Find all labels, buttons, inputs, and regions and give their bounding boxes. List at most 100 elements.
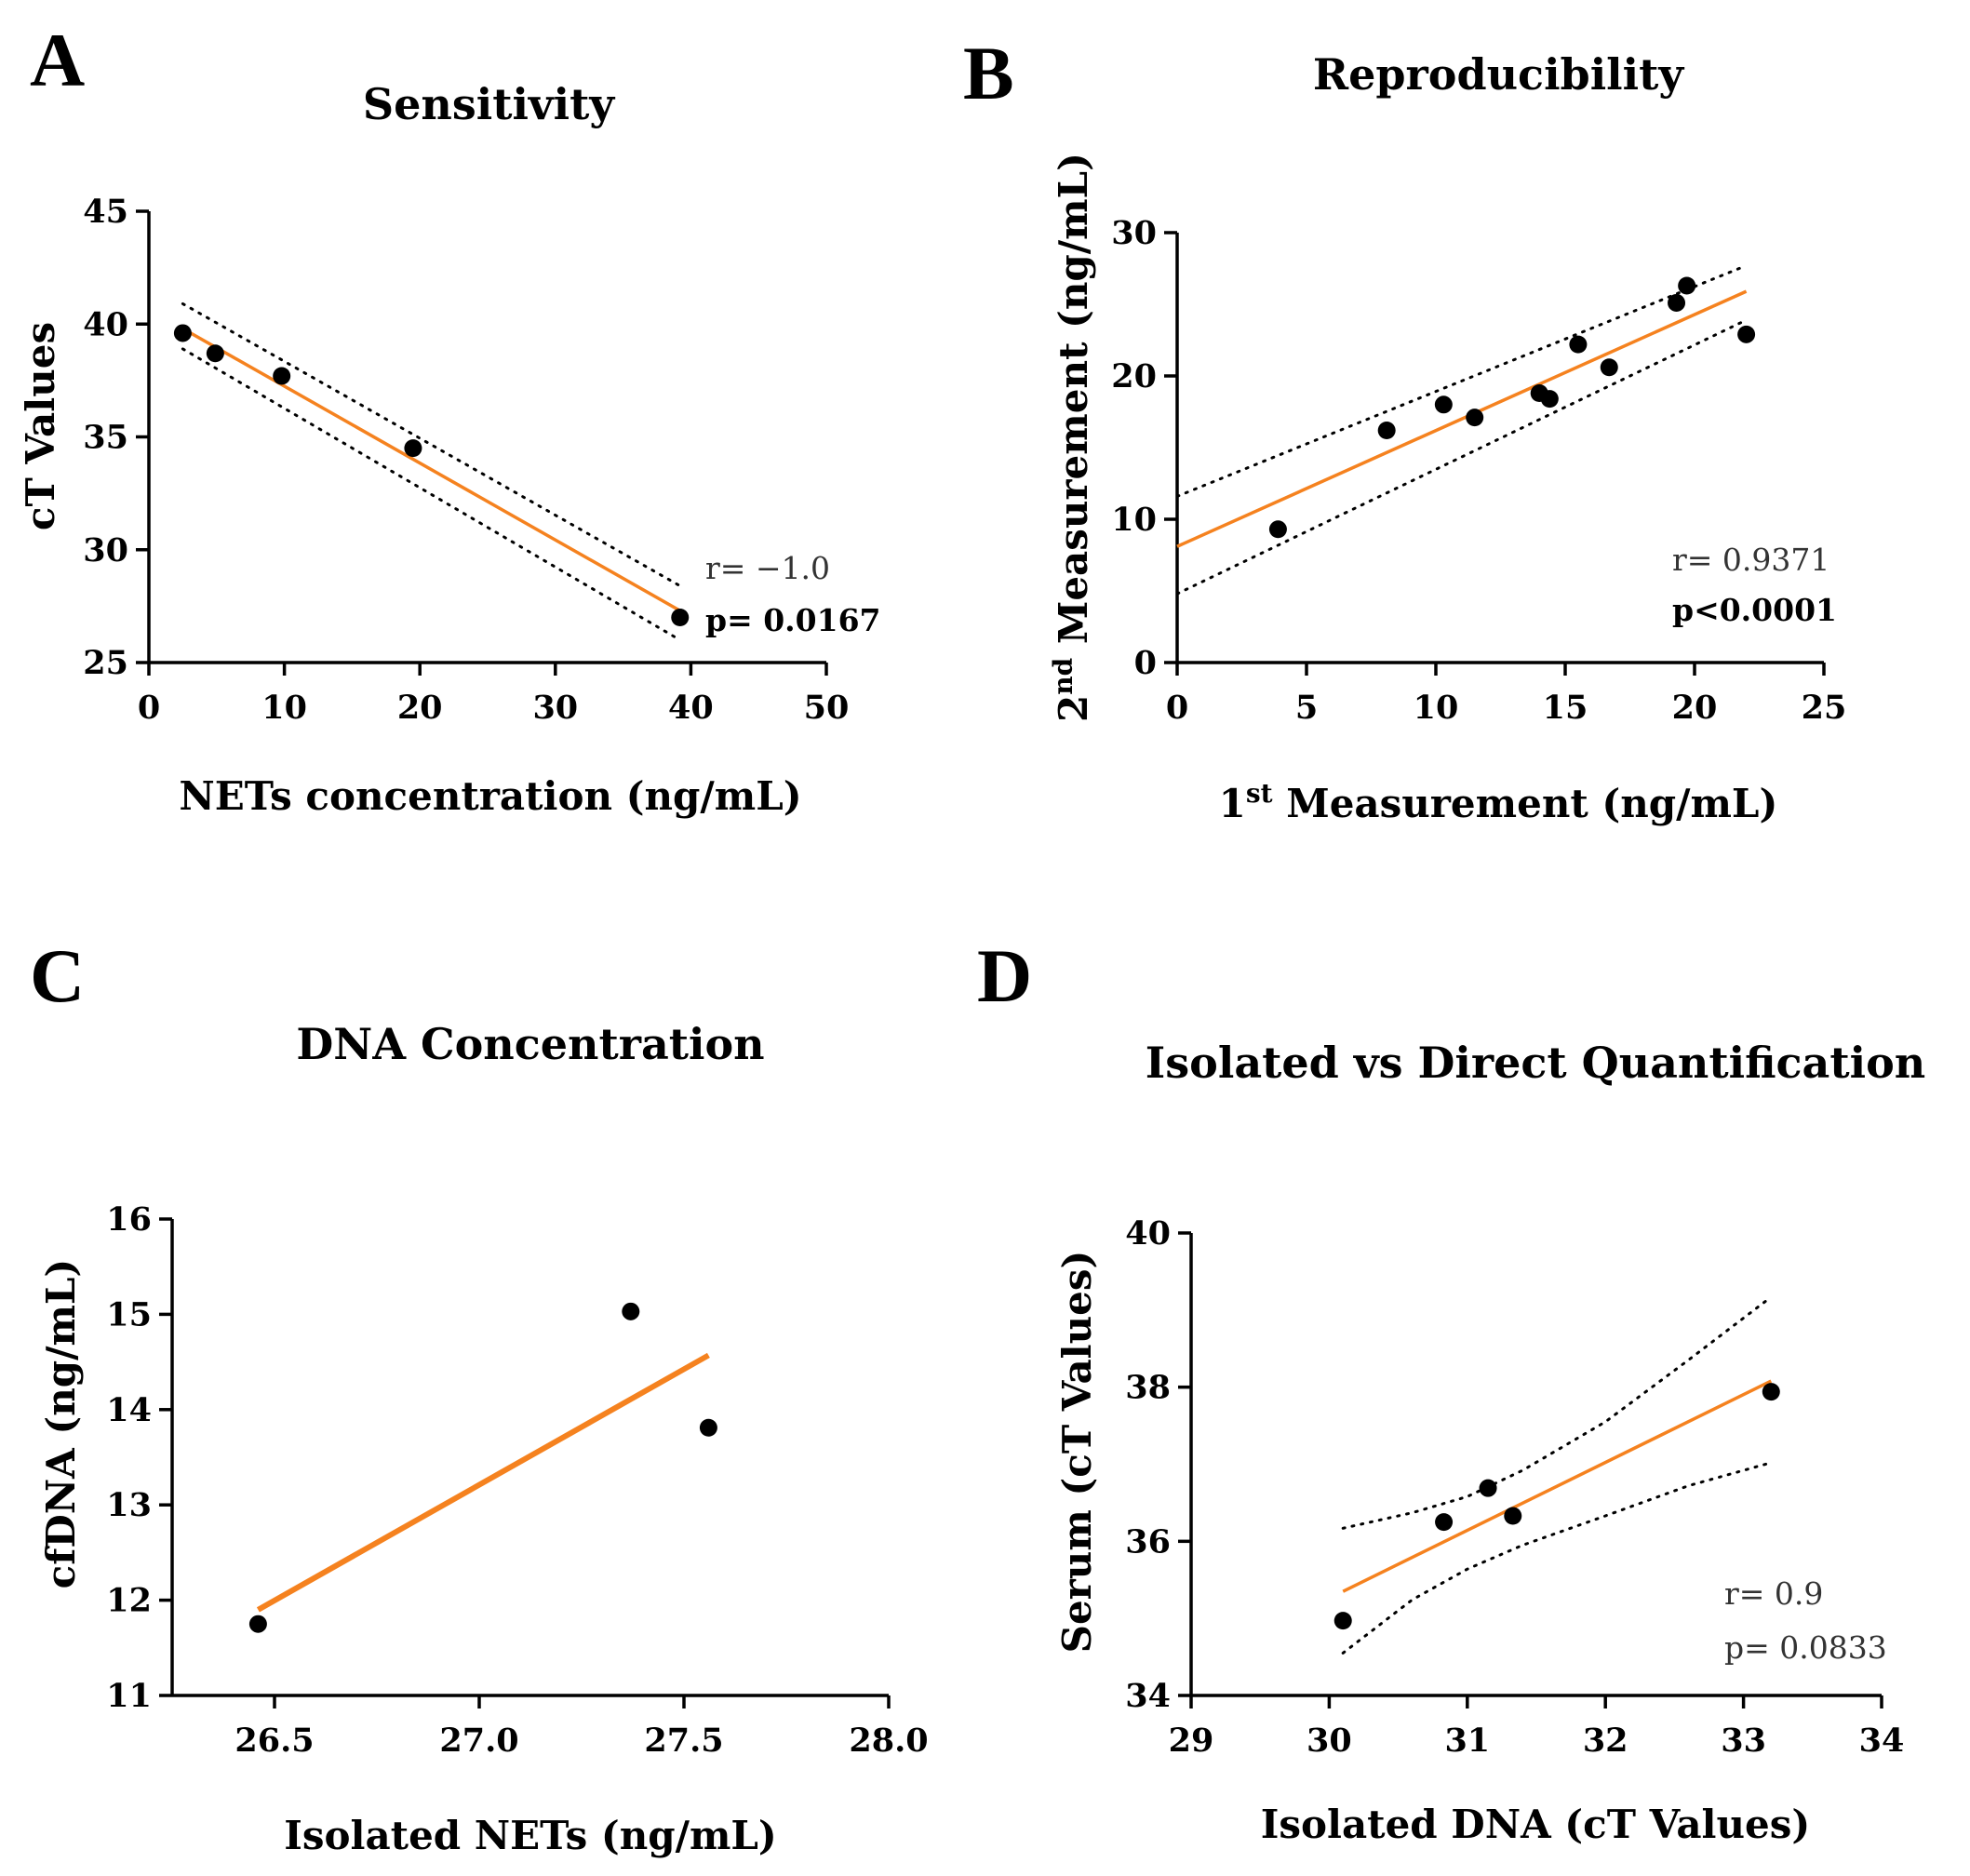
y-tick-label-a: 45 <box>83 193 128 231</box>
data-point-a <box>206 344 224 363</box>
plot-area-a: 0 10 20 30 40 50 25 30 35 40 45 <box>83 193 849 727</box>
confidence-band-lower-b <box>1175 318 1749 596</box>
panel-label-d: D <box>977 933 1032 1018</box>
y-axis-label-a: cT Values <box>18 322 63 530</box>
data-point-b <box>1540 390 1559 409</box>
data-point-b <box>1569 335 1588 354</box>
regression-line-c <box>256 1352 710 1613</box>
y-axis-label-d: Serum (cT Values) <box>1054 1251 1100 1654</box>
data-point-b <box>1466 409 1484 427</box>
data-point-c <box>622 1302 640 1320</box>
data-point-c <box>248 1615 267 1633</box>
x-tick-label-b: 5 <box>1295 689 1318 727</box>
panel-b: B Reproducibility 0 5 10 15 20 25 0 10 20 30 1st … <box>963 31 1846 826</box>
data-point-b <box>1668 293 1686 312</box>
x-tick-label-d: 34 <box>1859 1722 1905 1760</box>
panel-a: A Sensitivity 0 10 20 30 40 50 25 30 35 40 45 NETs… <box>18 18 881 819</box>
y-tick-label-a: 25 <box>83 644 128 682</box>
confidence-band-lower-d <box>1341 1461 1773 1655</box>
stat-r-d: r= 0.9 <box>1724 1575 1823 1612</box>
y-tick-label-a: 35 <box>83 419 128 457</box>
data-point-c <box>699 1418 717 1437</box>
x-tick-label-a: 50 <box>804 689 850 727</box>
stat-r-a: r= −1.0 <box>705 550 830 586</box>
data-point-d <box>1762 1383 1780 1401</box>
x-axis-label-b-pre: 1 <box>1219 781 1246 826</box>
x-tick-label-d: 30 <box>1307 1722 1352 1760</box>
stat-p-a: p= 0.0167 <box>705 602 881 638</box>
stat-r-b: r= 0.9371 <box>1672 542 1829 578</box>
data-point-b <box>1600 358 1618 377</box>
panel-c: C DNA Concentration 26.5 27.0 27.5 28.0 11 12… <box>30 933 929 1858</box>
x-tick-label-c: 27.5 <box>644 1722 723 1760</box>
y-tick-label-c: 12 <box>106 1582 152 1620</box>
regression-line-a <box>181 327 681 612</box>
x-tick-label-b: 10 <box>1414 689 1459 727</box>
regression-line-b <box>1176 289 1748 548</box>
y-tick-label-c: 14 <box>106 1391 152 1429</box>
y-axis-label-b-sup: nd <box>1048 658 1079 695</box>
x-axis-label-b: 1st Measurement (ng/mL) <box>1219 778 1778 826</box>
data-point-d <box>1504 1507 1522 1525</box>
chart-title-a: Sensitivity <box>363 79 615 129</box>
x-tick-label-a: 10 <box>261 689 307 727</box>
panel-d: D Isolated vs Direct Quantification 29 30… <box>977 933 1925 1847</box>
y-axis-label-b-pre: 2 <box>1051 695 1096 722</box>
x-tick-label-d: 33 <box>1721 1722 1766 1760</box>
y-tick-label-b: 30 <box>1111 214 1157 252</box>
y-tick-label-a: 30 <box>83 531 128 570</box>
data-point-b <box>1377 422 1396 440</box>
data-point-d <box>1333 1612 1352 1630</box>
regression-line-d <box>1342 1379 1773 1593</box>
y-axis-label-b: 2nd Measurement (ng/mL) <box>1048 153 1096 722</box>
y-tick-label-c: 16 <box>106 1200 152 1239</box>
data-point-b <box>1737 325 1756 343</box>
stat-p-b: p<0.0001 <box>1672 592 1837 628</box>
y-tick-label-c: 15 <box>106 1295 152 1333</box>
data-point-b <box>1434 395 1453 414</box>
y-tick-label-b: 0 <box>1134 644 1157 682</box>
y-tick-label-c: 11 <box>106 1677 152 1715</box>
x-tick-label-d: 32 <box>1583 1722 1628 1760</box>
x-tick-label-d: 29 <box>1169 1722 1214 1760</box>
x-tick-label-d: 31 <box>1444 1722 1490 1760</box>
y-tick-label-b: 20 <box>1111 357 1157 395</box>
plot-area-d: 29 30 31 32 33 34 34 36 38 40 <box>1125 1214 1904 1760</box>
x-tick-label-c: 28.0 <box>849 1722 928 1760</box>
y-tick-label-d: 36 <box>1125 1522 1171 1561</box>
x-axis-label-d: Isolated DNA (cT Values) <box>1261 1802 1811 1847</box>
x-axis-label-b-post: Measurement (ng/mL) <box>1273 781 1778 826</box>
y-tick-label-d: 34 <box>1125 1677 1171 1715</box>
x-tick-label-b: 20 <box>1672 689 1718 727</box>
data-point-b <box>1678 276 1696 295</box>
x-tick-label-b: 15 <box>1543 689 1588 727</box>
data-point-b <box>1268 520 1287 539</box>
chart-title-c: DNA Concentration <box>296 1019 764 1069</box>
plot-area-c: 26.5 27.0 27.5 28.0 11 12 13 14 15 16 <box>106 1200 928 1760</box>
y-tick-label-d: 40 <box>1125 1214 1171 1253</box>
data-point-a <box>671 609 690 626</box>
x-tick-label-a: 0 <box>138 689 160 727</box>
y-tick-label-a: 40 <box>83 305 128 343</box>
data-point-a <box>404 439 422 458</box>
stat-p-d: p= 0.0833 <box>1724 1629 1887 1666</box>
panel-label-c: C <box>30 933 85 1018</box>
y-tick-label-d: 38 <box>1125 1369 1171 1407</box>
y-axis-label-c: cfDNA (ng/mL) <box>38 1259 84 1589</box>
data-point-d <box>1479 1479 1497 1497</box>
x-tick-label-b: 25 <box>1802 689 1847 727</box>
x-tick-label-a: 20 <box>397 689 443 727</box>
data-point-a <box>273 367 291 385</box>
confidence-band-upper-a <box>181 302 682 588</box>
x-tick-label-c: 26.5 <box>235 1722 314 1760</box>
x-axis-label-b-sup: st <box>1246 778 1273 809</box>
confidence-band-upper-b <box>1175 263 1749 498</box>
x-tick-label-a: 40 <box>668 689 714 727</box>
y-tick-label-c: 13 <box>106 1486 152 1524</box>
confidence-band-lower-a <box>181 347 682 642</box>
data-point-d <box>1435 1513 1454 1532</box>
y-axis-label-b-post: Measurement (ng/mL) <box>1051 153 1096 658</box>
chart-title-b: Reproducibility <box>1313 49 1685 100</box>
plot-area-b: 0 5 10 15 20 25 0 10 20 30 <box>1111 214 1846 727</box>
